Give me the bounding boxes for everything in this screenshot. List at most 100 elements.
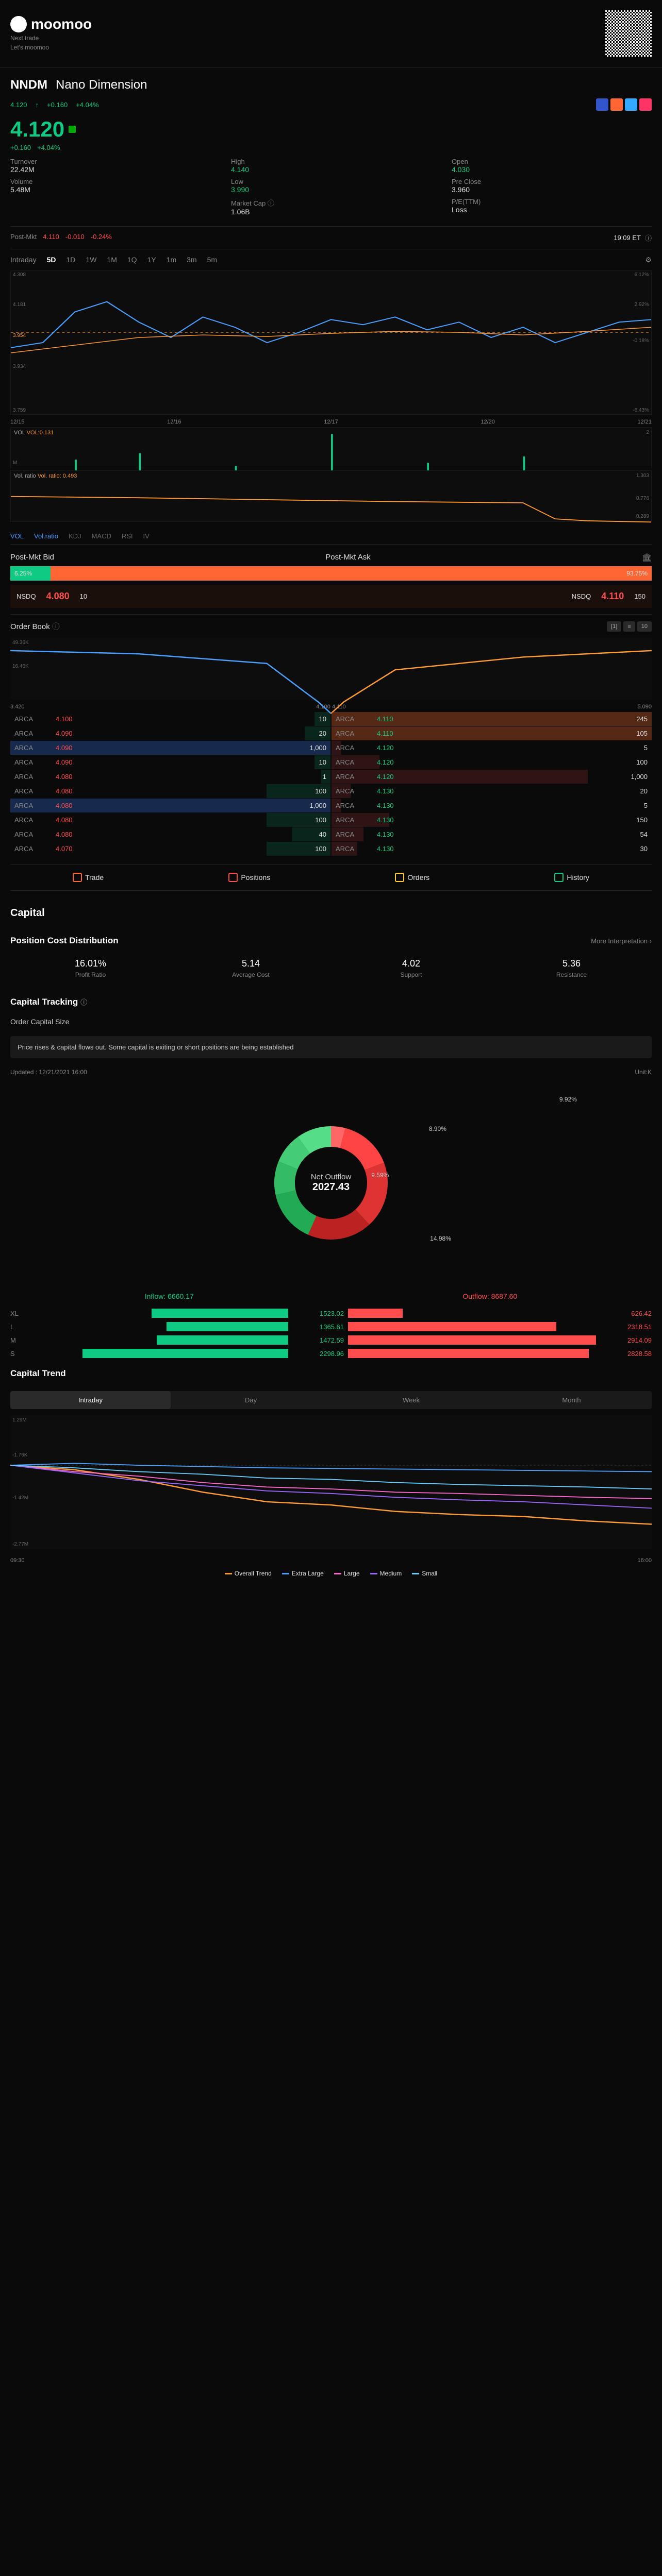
chart-settings-icon[interactable]: ⚙ <box>645 256 652 264</box>
low-value: 3.990 <box>231 185 431 194</box>
vol-y-top: 2 <box>646 430 649 435</box>
info-icon[interactable]: ⓘ <box>645 233 652 243</box>
orderbook-row[interactable]: ARCA4.120100 <box>332 755 652 769</box>
orderbook-row[interactable]: ARCA4.1205 <box>332 741 652 755</box>
stock-badge[interactable] <box>610 98 623 111</box>
volratio-chart[interactable]: Vol. ratio Vol. ratio: 0.493 1.303 0.776… <box>10 470 652 522</box>
ask-bar: 93.75% <box>51 566 652 581</box>
order-size-title: Order Capital Size <box>10 1013 652 1030</box>
donut-slice-label: 9.92% <box>559 1096 577 1103</box>
orderbook-row[interactable]: ARCA4.070100 <box>10 842 330 856</box>
action-history[interactable]: History <box>554 873 589 882</box>
orderbook-depth-chart[interactable]: 49.36K 16.46K <box>10 638 652 700</box>
action-orders[interactable]: Orders <box>395 873 429 882</box>
action-trade[interactable]: Trade <box>73 873 104 882</box>
qr-code[interactable] <box>605 10 652 57</box>
timeframe-tab[interactable]: 3m <box>187 256 196 264</box>
tracking-title: Capital Tracking ⓘ <box>10 997 87 1007</box>
volume-chart[interactable]: VOL VOL:0.131 2 M <box>10 427 652 468</box>
timeframe-tab[interactable]: 1W <box>86 256 96 264</box>
timeframe-tab[interactable]: 1Y <box>147 256 156 264</box>
capital-donut-chart[interactable]: Net Outflow 2027.43 4.08%15.11%18.99%18.… <box>10 1080 652 1286</box>
timeframe-tab[interactable]: Intraday <box>10 256 37 264</box>
price-chart[interactable]: 4.308 4.181 3.954 3.934 3.759 6.12% 2.92… <box>10 270 652 415</box>
bid-exchange: NSDQ <box>16 592 36 600</box>
orderbook-control-button[interactable]: 10 <box>637 621 652 632</box>
open-value: 4.030 <box>452 165 652 174</box>
stock-badge[interactable] <box>639 98 652 111</box>
logo-icon <box>10 16 27 32</box>
chart-x-label: 12/21 <box>637 419 652 425</box>
change-abs: +0.160 <box>10 144 31 151</box>
orderbook-row[interactable]: ARCA4.13054 <box>332 827 652 841</box>
orderbook-row[interactable]: ARCA4.080100 <box>10 813 330 827</box>
updated-time: Updated : 12/21/2021 16:00 <box>10 1069 87 1076</box>
orderbook-row[interactable]: ARCA4.110105 <box>332 726 652 740</box>
tagline-2: Let's moomoo <box>10 44 92 51</box>
brand-logo: moomoo <box>10 16 92 32</box>
flow-row: M1472.592914.09 <box>10 1333 652 1347</box>
stock-badge[interactable] <box>625 98 637 111</box>
mktcap-value: 1.06B <box>231 208 431 216</box>
r-axis-mid2: -0.18% <box>633 338 649 344</box>
dist-item: 5.36Resistance <box>491 958 652 978</box>
orderbook-row[interactable]: ARCA4.0901,000 <box>10 741 330 755</box>
orderbook-row[interactable]: ARCA4.0801 <box>10 770 330 784</box>
turnover-value: 22.42M <box>10 165 210 174</box>
capital-trend-chart[interactable]: 1.29M -1.76K -1.42M -2.77M <box>10 1415 652 1549</box>
orderbook-row[interactable]: ARCA4.13020 <box>332 784 652 798</box>
timeframe-tab[interactable]: 5D <box>47 256 56 264</box>
orderbook-row[interactable]: ARCA4.13030 <box>332 842 652 856</box>
trend-y-0: 1.29M <box>12 1417 27 1423</box>
orderbook-row[interactable]: ARCA4.10010 <box>10 712 330 726</box>
r-axis-mid1: 2.92% <box>635 302 649 308</box>
bid-header: Post-Mkt Bid <box>10 553 54 562</box>
change-abs-small: +0.160 <box>47 101 68 109</box>
more-interpretation-link[interactable]: More Interpretation › <box>591 937 652 945</box>
change-pct: +4.04% <box>37 144 60 151</box>
orderbook-control-button[interactable]: [1] <box>607 621 621 632</box>
orderbook-row[interactable]: ARCA4.1305 <box>332 799 652 812</box>
orderbook-row[interactable]: ARCA4.080100 <box>10 784 330 798</box>
timeframe-tab[interactable]: 1Q <box>127 256 137 264</box>
r-axis-bot: -6.43% <box>633 408 649 413</box>
orderbook-row[interactable]: ARCA4.09020 <box>10 726 330 740</box>
capital-title: Capital <box>10 899 652 927</box>
vr-y-bot: 0.289 <box>636 514 649 519</box>
orderbook-row[interactable]: ARCA4.08040 <box>10 827 330 841</box>
orderbook-row[interactable]: ARCA4.0801,000 <box>10 799 330 812</box>
timeframe-tab[interactable]: 5m <box>207 256 217 264</box>
orderbook-row[interactable]: ARCA4.130150 <box>332 813 652 827</box>
brand-text: moomoo <box>31 16 92 32</box>
timeframe-tab[interactable]: 1M <box>107 256 117 264</box>
vr-y-mid: 0.776 <box>636 496 649 501</box>
y-axis-top: 4.308 <box>13 272 26 278</box>
orderbook-row[interactable]: ARCA4.09010 <box>10 755 330 769</box>
ask-qty: 150 <box>634 592 646 600</box>
timeframe-tab[interactable]: 1m <box>167 256 176 264</box>
y-axis-mid2: 3.954 <box>13 333 26 338</box>
action-positions[interactable]: Positions <box>228 873 270 882</box>
donut-center-label: Net Outflow <box>311 1173 351 1181</box>
orderbook-control-button[interactable]: ≡ <box>623 621 635 632</box>
turnover-label: Turnover <box>10 158 210 165</box>
chart-x-label: 12/17 <box>324 419 338 425</box>
orderbook-row[interactable]: ARCA4.1201,000 <box>332 770 652 784</box>
orderbook-row[interactable]: ARCA4.110245 <box>332 712 652 726</box>
trend-tab[interactable]: Month <box>491 1391 652 1409</box>
trend-tab[interactable]: Day <box>171 1391 331 1409</box>
timeframe-tabs: Intraday 5D 1D 1W 1M 1Q 1Y 1m 3m 5m ⚙ <box>10 249 652 270</box>
dist-item: 4.02Support <box>331 958 491 978</box>
preclose-value: 3.960 <box>452 185 652 194</box>
trend-tab[interactable]: Intraday <box>10 1391 171 1409</box>
timeframe-tab[interactable]: 1D <box>67 256 76 264</box>
trend-y-3: -2.77M <box>12 1541 28 1547</box>
tagline-1: Next trade <box>10 35 92 42</box>
stock-badge[interactable] <box>596 98 608 111</box>
orderbook-title: Order Book ⓘ <box>10 621 60 632</box>
price-small: 4.120 <box>10 101 27 109</box>
chart-x-label: 12/20 <box>481 419 495 425</box>
orderbook-controls: [1]≡10 <box>607 621 652 632</box>
quote-settings-icon[interactable]: 🏛 <box>642 553 652 562</box>
trend-tab[interactable]: Week <box>331 1391 491 1409</box>
